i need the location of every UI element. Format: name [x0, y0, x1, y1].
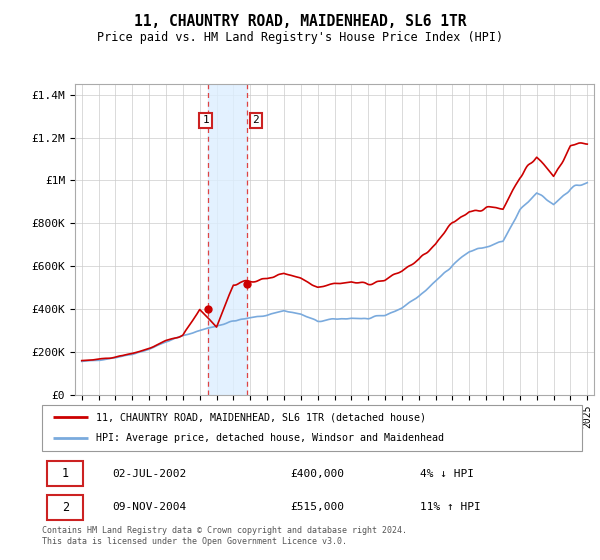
- Text: 11, CHAUNTRY ROAD, MAIDENHEAD, SL6 1TR: 11, CHAUNTRY ROAD, MAIDENHEAD, SL6 1TR: [134, 14, 466, 29]
- Text: 4% ↓ HPI: 4% ↓ HPI: [420, 469, 474, 479]
- Text: 11, CHAUNTRY ROAD, MAIDENHEAD, SL6 1TR (detached house): 11, CHAUNTRY ROAD, MAIDENHEAD, SL6 1TR (…: [96, 412, 426, 422]
- Text: £515,000: £515,000: [290, 502, 344, 512]
- Text: 02-JUL-2002: 02-JUL-2002: [112, 469, 187, 479]
- Bar: [47, 494, 83, 520]
- Text: 1: 1: [202, 115, 209, 125]
- Text: 1: 1: [62, 467, 69, 480]
- Text: 11% ↑ HPI: 11% ↑ HPI: [420, 502, 481, 512]
- Text: 09-NOV-2004: 09-NOV-2004: [112, 502, 187, 512]
- Text: £400,000: £400,000: [290, 469, 344, 479]
- Bar: [47, 461, 83, 486]
- Text: Price paid vs. HM Land Registry's House Price Index (HPI): Price paid vs. HM Land Registry's House …: [97, 31, 503, 44]
- Bar: [208, 84, 247, 395]
- Text: Contains HM Land Registry data © Crown copyright and database right 2024.
This d: Contains HM Land Registry data © Crown c…: [42, 526, 407, 546]
- Text: 2: 2: [62, 501, 69, 514]
- Text: 2: 2: [253, 115, 259, 125]
- Text: HPI: Average price, detached house, Windsor and Maidenhead: HPI: Average price, detached house, Wind…: [96, 433, 444, 444]
